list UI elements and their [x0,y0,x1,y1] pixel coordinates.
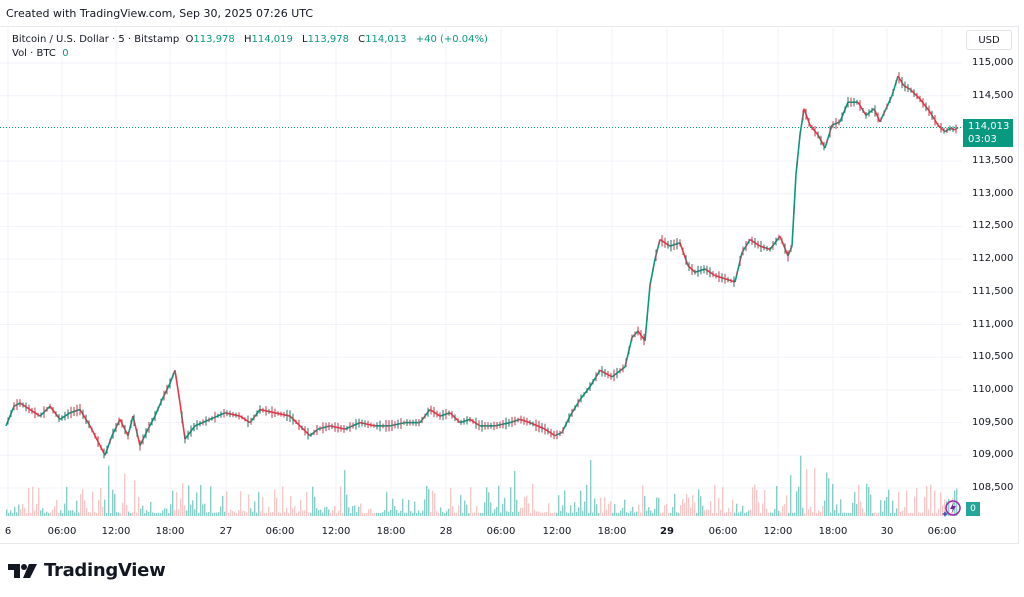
price-axis-label: 110,500 [972,351,1014,363]
volume-label[interactable]: Vol · BTC [12,48,56,59]
low-label: L [302,34,308,45]
price-axis-label: 114,500 [972,89,1014,101]
low-value: 113,978 [307,34,349,45]
price-axis-label: 112,500 [972,220,1014,232]
price-axis-label: 113,000 [972,187,1014,199]
volume-value: 0 [62,48,69,59]
time-axis-label: 18:00 [818,526,848,537]
price-axis-label: 115,000 [972,57,1014,68]
last-price-tag: 114,013 03:03 [963,119,1013,147]
bar-countdown: 03:03 [968,134,997,145]
brand-name: TradingView [44,560,166,581]
chart-credit: Created with TradingView.com, Sep 30, 20… [6,7,314,20]
change-value: +40 (+0.04%) [415,34,488,45]
tradingview-logo-icon [8,563,37,578]
time-axis-label: 06:00 [47,526,77,537]
volume-row: Vol · BTC 0 [12,47,494,61]
time-axis-label: 12:00 [321,526,351,537]
time-axis-label: 12:00 [763,526,793,537]
price-axis-label: 112,000 [972,253,1014,265]
ohlc-row: Bitcoin / U.S. Dollar · 5 · Bitstamp O11… [12,33,494,47]
lightning-icon[interactable] [942,498,962,518]
open-value: 113,978 [193,34,235,45]
price-axis-label: 111,000 [972,318,1014,330]
tradingview-logo: TradingView [8,560,166,581]
price-chart[interactable] [0,26,962,521]
chart-legend: Bitcoin / U.S. Dollar · 5 · Bitstamp O11… [12,33,494,61]
time-axis-label: 12:00 [101,526,131,537]
price-axis-label: 110,000 [972,383,1014,395]
currency-button[interactable]: USD [966,30,1012,50]
chart-frame [0,26,1019,544]
time-axis-label: 6 [4,526,12,537]
high-label: H [243,34,252,45]
open-label: O [185,34,194,45]
volume-tag: 0 [966,502,980,516]
time-axis-label: 06:00 [927,526,957,537]
last-price: 114,013 [968,121,1010,132]
time-axis-label: 18:00 [376,526,406,537]
high-value: 114,019 [251,34,293,45]
time-axis-label: 06:00 [486,526,516,537]
time-axis-label: 06:00 [265,526,295,537]
time-axis-label: 18:00 [597,526,627,537]
symbol-title[interactable]: Bitcoin / U.S. Dollar · 5 · Bitstamp [12,34,180,45]
time-axis-label: 27 [219,526,233,537]
price-axis-label: 113,500 [972,155,1014,167]
close-label: C [358,34,366,45]
price-axis-label: 109,500 [972,416,1014,428]
price-axis-label: 109,000 [972,449,1014,461]
price-axis-label: 108,500 [972,482,1014,493]
time-axis-label: 28 [439,526,453,537]
time-axis-label: 12:00 [542,526,572,537]
time-axis-label: 30 [880,526,894,537]
time-axis-label: 18:00 [155,526,185,537]
time-axis-label: 29 [660,526,674,537]
price-axis-label: 111,500 [972,285,1014,297]
time-axis-label: 06:00 [708,526,738,537]
close-value: 114,013 [365,34,407,45]
